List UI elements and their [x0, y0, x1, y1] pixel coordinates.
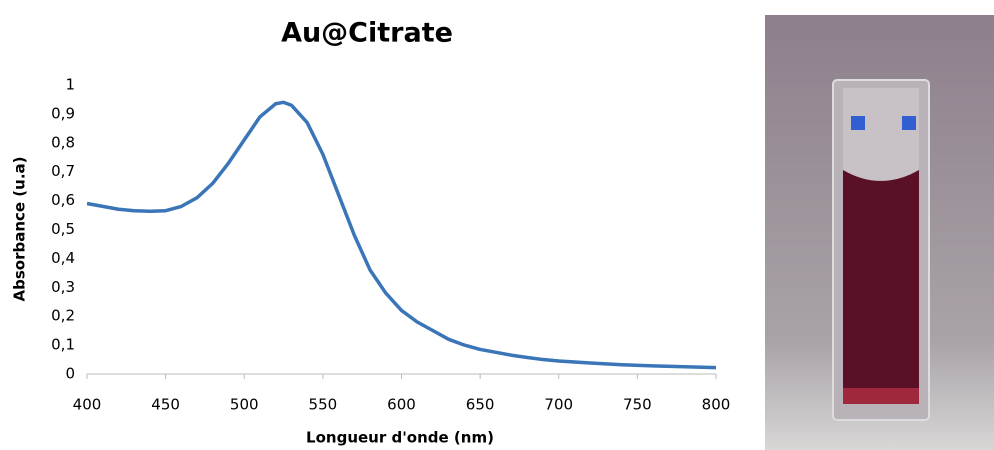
x-tick-label: 550 — [309, 396, 338, 414]
y-tick-label: 0,3 — [51, 278, 75, 296]
x-tick-label: 800 — [702, 396, 731, 414]
data-line — [86, 100, 717, 370]
y-tick-label: 0,6 — [51, 191, 75, 209]
y-tick-label: 0,2 — [51, 307, 75, 325]
x-tick-label: 500 — [230, 396, 259, 414]
x-axis-label: Longueur d'onde (nm) — [306, 429, 494, 447]
y-tick-label: 0,9 — [51, 104, 75, 122]
y-tick-label: 0,1 — [51, 336, 75, 354]
photo — [765, 15, 994, 450]
x-tick-label: 650 — [466, 396, 495, 414]
chart-title: Au@Citrate — [281, 18, 453, 49]
x-tick-label: 400 — [73, 396, 102, 414]
y-tick-label: 0,8 — [51, 133, 75, 151]
x-tick-label: 750 — [623, 396, 652, 414]
x-tick-label: 450 — [151, 396, 180, 414]
x-tick-label: 600 — [387, 396, 416, 414]
y-tick-label: 0 — [65, 365, 75, 383]
y-tick-label: 0,4 — [51, 249, 75, 267]
y-tick-label: 0,7 — [51, 162, 75, 180]
y-tick-label: 0,5 — [51, 220, 75, 238]
y-tick-label: 1 — [65, 76, 75, 94]
x-tick-label: 700 — [544, 396, 573, 414]
y-axis-label: Absorbance (u.a) — [11, 156, 29, 301]
